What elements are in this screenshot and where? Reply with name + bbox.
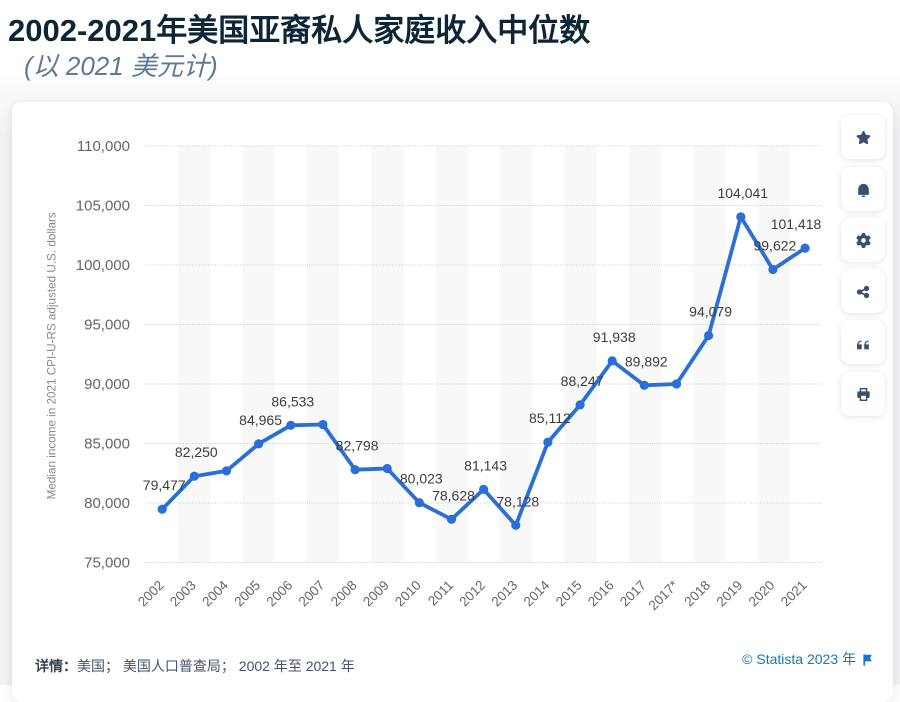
svg-text:2014: 2014 bbox=[521, 577, 553, 609]
svg-text:78,128: 78,128 bbox=[496, 493, 539, 509]
svg-text:2008: 2008 bbox=[328, 578, 360, 610]
svg-text:99,622: 99,622 bbox=[753, 238, 796, 254]
svg-text:2020: 2020 bbox=[746, 578, 778, 610]
svg-text:91,938: 91,938 bbox=[593, 329, 636, 345]
svg-text:86,533: 86,533 bbox=[271, 393, 314, 409]
svg-text:81,143: 81,143 bbox=[464, 457, 507, 473]
svg-text:79,477: 79,477 bbox=[143, 477, 186, 493]
svg-text:2017*: 2017* bbox=[646, 577, 682, 613]
svg-text:2005: 2005 bbox=[231, 578, 263, 610]
svg-text:110,000: 110,000 bbox=[77, 138, 130, 155]
svg-text:78,628: 78,628 bbox=[432, 487, 475, 503]
svg-text:2004: 2004 bbox=[199, 577, 231, 609]
svg-text:80,023: 80,023 bbox=[400, 471, 443, 487]
svg-text:95,000: 95,000 bbox=[84, 317, 130, 334]
svg-text:2010: 2010 bbox=[392, 578, 424, 610]
svg-text:2006: 2006 bbox=[264, 578, 296, 610]
svg-text:90,000: 90,000 bbox=[84, 376, 130, 393]
svg-text:2018: 2018 bbox=[681, 578, 713, 610]
svg-text:2003: 2003 bbox=[167, 578, 199, 610]
svg-text:2013: 2013 bbox=[489, 578, 521, 610]
svg-text:82,798: 82,798 bbox=[336, 438, 379, 454]
svg-text:94,079: 94,079 bbox=[689, 304, 732, 320]
svg-text:2009: 2009 bbox=[360, 578, 392, 610]
svg-text:75,000: 75,000 bbox=[84, 555, 130, 572]
svg-text:89,892: 89,892 bbox=[625, 353, 668, 369]
svg-text:2011: 2011 bbox=[425, 578, 456, 609]
svg-text:85,000: 85,000 bbox=[84, 436, 130, 453]
svg-text:85,112: 85,112 bbox=[529, 410, 571, 426]
svg-text:2007: 2007 bbox=[296, 578, 328, 610]
svg-text:2012: 2012 bbox=[456, 578, 488, 610]
svg-text:2015: 2015 bbox=[553, 578, 585, 610]
svg-text:2021: 2021 bbox=[778, 578, 810, 610]
svg-text:2016: 2016 bbox=[585, 578, 617, 610]
svg-text:80,000: 80,000 bbox=[84, 495, 130, 512]
svg-text:82,250: 82,250 bbox=[175, 444, 218, 460]
svg-text:100,000: 100,000 bbox=[76, 257, 130, 274]
svg-text:2019: 2019 bbox=[714, 578, 746, 610]
svg-text:84,965: 84,965 bbox=[239, 412, 282, 428]
svg-text:88,247: 88,247 bbox=[561, 373, 604, 389]
svg-text:2017: 2017 bbox=[617, 578, 649, 610]
svg-text:105,000: 105,000 bbox=[76, 198, 130, 215]
svg-text:101,418: 101,418 bbox=[771, 216, 822, 232]
svg-text:2002: 2002 bbox=[135, 578, 167, 610]
svg-text:Median income in 2021 CPI-U-RS: Median income in 2021 CPI-U-RS adjusted … bbox=[46, 212, 59, 499]
svg-text:104,041: 104,041 bbox=[717, 185, 768, 201]
